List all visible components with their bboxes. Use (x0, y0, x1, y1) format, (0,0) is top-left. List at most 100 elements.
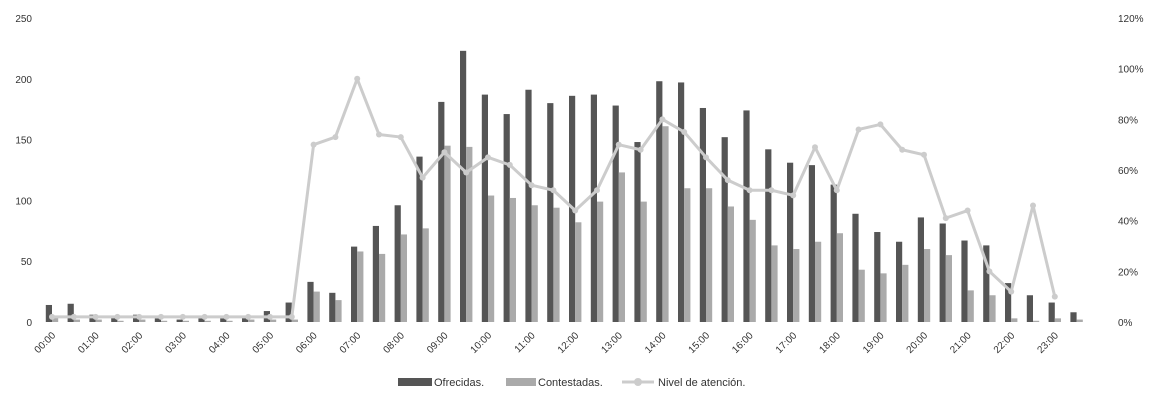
line-point-nivel-de-atencion (158, 313, 164, 320)
bar-contestadas (1054, 318, 1061, 322)
y-left-tick-label: 200 (15, 75, 32, 86)
x-tick-label: 22:00 (992, 330, 1018, 356)
line-point-nivel-de-atencion (550, 187, 557, 194)
bar-ofrecidas (67, 303, 74, 322)
bar-contestadas (553, 207, 560, 322)
line-point-nivel-de-atencion (288, 313, 295, 320)
bar-ofrecidas (961, 240, 968, 322)
bar-contestadas (226, 320, 233, 322)
bar-ofrecidas (765, 149, 772, 322)
line-point-nivel-de-atencion (877, 121, 884, 128)
x-tick-label: 03:00 (163, 330, 189, 356)
y-left-tick-label: 250 (15, 14, 32, 25)
line-point-nivel-de-atencion (659, 116, 666, 123)
y-left-tick-label: 150 (15, 136, 32, 147)
bar-contestadas (815, 241, 822, 322)
line-point-nivel-de-atencion (376, 131, 382, 138)
line-point-nivel-de-atencion (528, 182, 535, 189)
bar-contestadas (902, 264, 909, 322)
x-tick-label: 01:00 (76, 330, 102, 356)
y-left-tick-label: 0 (26, 318, 32, 329)
bar-ofrecidas (45, 304, 52, 322)
bar-ofrecidas (351, 246, 358, 322)
bar-contestadas (684, 188, 691, 322)
line-point-nivel-de-atencion (681, 129, 688, 135)
x-tick-label: 19:00 (861, 330, 887, 356)
line-point-nivel-de-atencion (833, 187, 840, 194)
line-point-nivel-de-atencion (267, 313, 273, 320)
bar-ofrecidas (438, 101, 445, 323)
y-right-tick-label: 80% (1118, 115, 1138, 126)
y-left-tick-label: 50 (21, 257, 33, 268)
legend-marker-nivel-de-atencion (634, 378, 642, 386)
bar-contestadas (640, 201, 647, 322)
x-tick-label: 00:00 (33, 330, 59, 356)
bar-contestadas (313, 291, 320, 322)
x-tick-label: 12:00 (556, 330, 582, 356)
line-point-nivel-de-atencion (746, 187, 753, 194)
line-point-nivel-de-atencion (332, 134, 339, 141)
x-tick-label: 23:00 (1035, 330, 1061, 356)
bar-contestadas (618, 172, 625, 322)
x-tick-label: 08:00 (381, 330, 407, 356)
line-point-nivel-de-atencion (92, 313, 99, 320)
bar-contestadas (466, 146, 473, 322)
line-point-nivel-de-atencion (310, 141, 317, 148)
line-point-nivel-de-atencion (114, 313, 121, 320)
bar-contestadas (924, 249, 931, 322)
bar-contestadas (73, 319, 80, 322)
bar-contestadas (248, 319, 255, 322)
x-tick-label: 14:00 (643, 330, 669, 356)
bar-contestadas (139, 319, 146, 322)
bar-ofrecidas (983, 245, 990, 322)
y-right-tick-label: 60% (1118, 166, 1138, 177)
line-point-nivel-de-atencion (942, 215, 949, 222)
bar-contestadas (509, 197, 516, 322)
line-point-nivel-de-atencion (485, 154, 491, 161)
bar-ofrecidas (634, 142, 641, 322)
bar-contestadas (662, 126, 669, 322)
y-right-tick-label: 20% (1118, 267, 1138, 278)
bar-ofrecidas (176, 319, 183, 322)
bar-contestadas (117, 320, 124, 322)
bar-contestadas (706, 188, 713, 322)
bar-ofrecidas (198, 318, 205, 322)
bar-ofrecidas (111, 317, 118, 322)
bar-ofrecidas (242, 315, 249, 322)
x-tick-label: 09:00 (425, 330, 451, 356)
y-right-tick-label: 100% (1118, 65, 1144, 76)
bar-contestadas (335, 300, 342, 322)
x-tick-label: 17:00 (774, 330, 800, 356)
bar-ofrecidas (1070, 312, 1077, 322)
x-tick-label: 11:00 (513, 330, 538, 355)
y-right-tick-label: 40% (1118, 217, 1138, 228)
line-point-nivel-de-atencion (855, 126, 862, 133)
line-point-nivel-de-atencion (397, 134, 404, 141)
x-tick-label: 05:00 (251, 330, 277, 356)
legend: Ofrecidas. Contestadas. Nivel de atención. (398, 377, 745, 389)
bar-contestadas (95, 319, 102, 322)
x-tick-label: 16:00 (730, 330, 756, 356)
line-point-nivel-de-atencion (768, 187, 775, 194)
line-point-nivel-de-atencion (245, 313, 252, 320)
bar-ofrecidas (590, 94, 597, 322)
bar-contestadas (488, 195, 495, 322)
bar-ofrecidas (1026, 295, 1033, 322)
bar-ofrecidas (525, 89, 532, 322)
bar-ofrecidas (394, 205, 401, 322)
line-point-nivel-de-atencion (615, 141, 622, 148)
bar-ofrecidas (1005, 283, 1012, 322)
legend-label-ofrecidas: Ofrecidas. (434, 377, 484, 389)
x-tick-label: 06:00 (294, 330, 320, 356)
bar-contestadas (727, 206, 734, 322)
x-tick-label: 18:00 (817, 330, 843, 356)
bars (45, 50, 1083, 323)
bar-ofrecidas (896, 241, 903, 322)
bar-contestadas (270, 319, 277, 322)
line-point-nivel-de-atencion (179, 313, 186, 320)
line-point-nivel-de-atencion (899, 146, 906, 153)
legend-label-contestadas: Contestadas. (538, 377, 603, 389)
line-point-nivel-de-atencion (812, 144, 818, 151)
line-series (49, 75, 1058, 320)
